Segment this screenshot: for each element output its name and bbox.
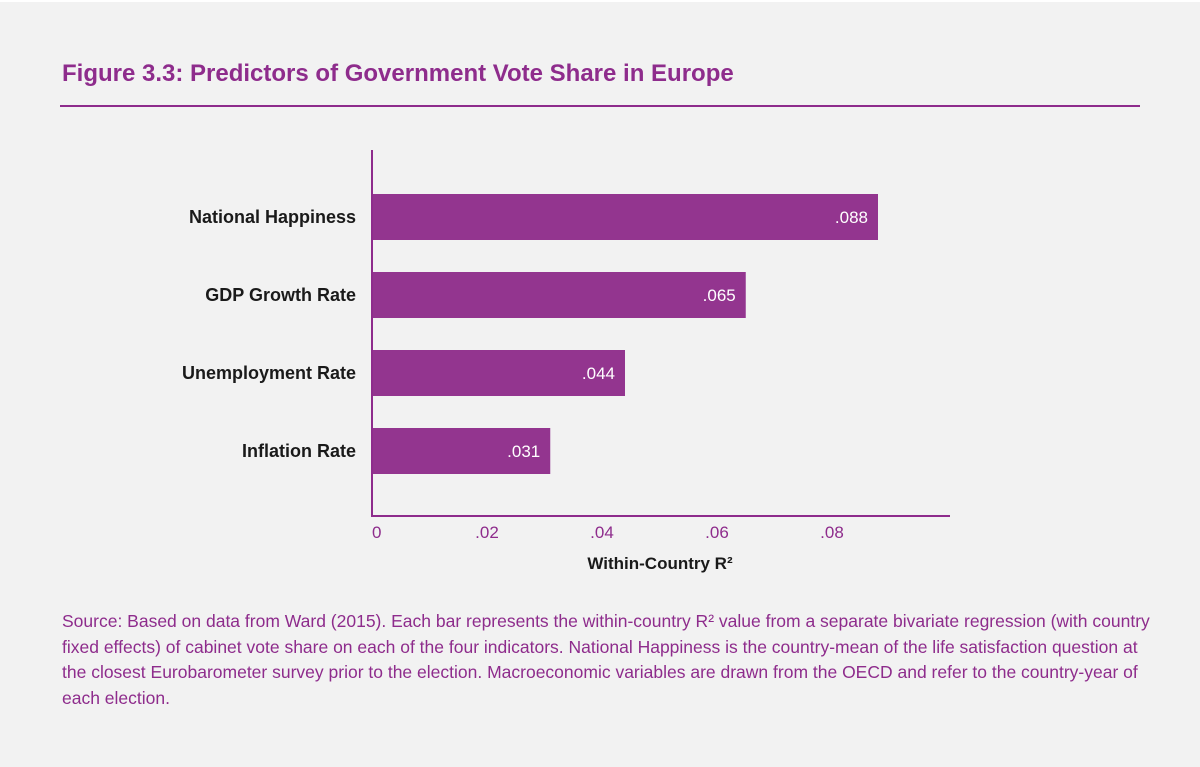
x-tick-label-0: 0 (372, 523, 381, 542)
bar-value-label-1: .065 (703, 286, 736, 305)
title-rule (60, 105, 1140, 107)
category-label-1: GDP Growth Rate (205, 285, 356, 305)
figure-title: Figure 3.3: Predictors of Government Vot… (62, 60, 734, 87)
bar-value-label-0: .088 (835, 208, 868, 227)
bar-chart: National Happiness .088 GDP Growth Rate .06… (182, 150, 950, 573)
page-top-strip (0, 0, 1200, 2)
x-axis-title: Within-Country R² (587, 554, 733, 573)
bar-0 (372, 194, 878, 240)
ticks-layer: 0 .02 .04 .06 .08 (372, 523, 844, 542)
bar-value-label-2: .044 (582, 364, 615, 383)
bar-value-label-3: .031 (507, 442, 540, 461)
x-tick-label-1: .02 (475, 523, 499, 542)
bar-3 (372, 428, 551, 474)
x-tick-label-3: .06 (705, 523, 729, 542)
x-tick-label-4: .08 (820, 523, 844, 542)
bars-layer: National Happiness .088 GDP Growth Rate .06… (182, 194, 878, 474)
source-note: Source: Based on data from Ward (2015). … (62, 611, 1150, 708)
category-label-3: Inflation Rate (242, 441, 356, 461)
category-label-2: Unemployment Rate (182, 363, 356, 383)
bar-1 (372, 272, 746, 318)
bar-2 (372, 350, 625, 396)
category-label-0: National Happiness (189, 207, 356, 227)
x-tick-label-2: .04 (590, 523, 614, 542)
